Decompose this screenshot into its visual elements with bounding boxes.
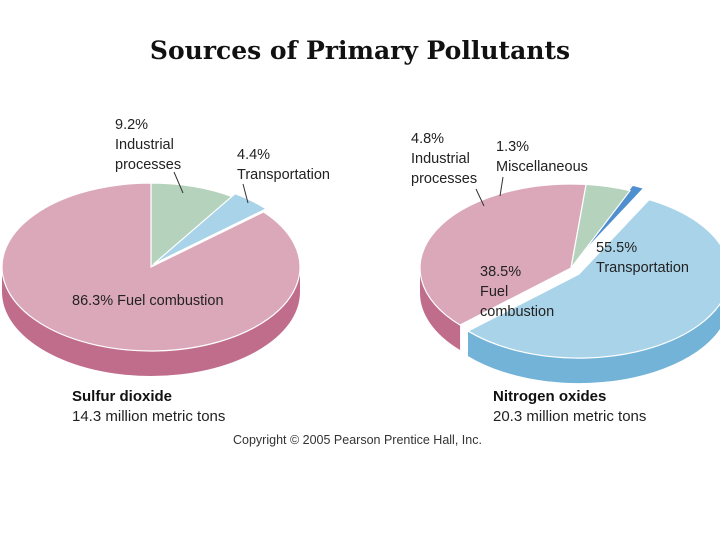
leader-so2-transportation <box>242 183 249 204</box>
leader-so2-industrial-processes <box>173 171 184 194</box>
pie-slice-transportation <box>466 199 720 359</box>
slice-label-nox-fuel-combustion: 38.5% Fuel combustion <box>480 264 554 320</box>
pie-slice-industrial-processes <box>570 183 632 269</box>
nitrogen-oxides-pie <box>419 183 720 384</box>
slice-label-so2-industrial-processes: 9.2% Industrial processes <box>115 117 181 173</box>
slice-label-nox-miscellaneous: 1.3% Miscellaneous <box>496 139 588 175</box>
slice-label-so2-fuel-combustion: 86.3% Fuel combustion <box>72 293 224 309</box>
pie-slice-fuel-combustion <box>419 183 587 326</box>
caption-title-sulfur-dioxide: Sulfur dioxide <box>72 388 172 405</box>
leader-nox-miscellaneous <box>499 176 504 197</box>
pie-side-fuel-combustion <box>420 268 461 350</box>
pie-slice-industrial-processes <box>150 182 234 269</box>
pie-slice-miscellaneous <box>573 184 645 263</box>
page-title: Sources of Primary Pollutants <box>149 36 571 65</box>
copyright-notice: Copyright © 2005 Pearson Prentice Hall, … <box>233 433 482 447</box>
caption-subtitle-nitrogen-oxides: 20.3 million metric tons <box>493 408 646 425</box>
slice-label-so2-transportation: 4.4% Transportation <box>237 147 330 183</box>
slice-label-nox-transportation: 55.5% Transportation <box>596 240 689 276</box>
sulfur-dioxide-pie <box>1 182 301 376</box>
pie-slice-transportation <box>153 192 268 265</box>
pie-side-transportation <box>468 303 720 384</box>
caption-subtitle-sulfur-dioxide: 14.3 million metric tons <box>72 408 225 425</box>
slice-labels: 9.2% Industrial processes 4.4% Transportatio… <box>72 117 689 320</box>
slice-label-nox-industrial-processes: 4.8% Industrial processes <box>411 131 477 187</box>
leader-nox-industrial-processes <box>475 188 485 207</box>
caption-title-nitrogen-oxides: Nitrogen oxides <box>493 388 606 405</box>
pie-side-fuel-combustion <box>2 267 300 376</box>
pie-slice-fuel-combustion <box>1 182 301 352</box>
